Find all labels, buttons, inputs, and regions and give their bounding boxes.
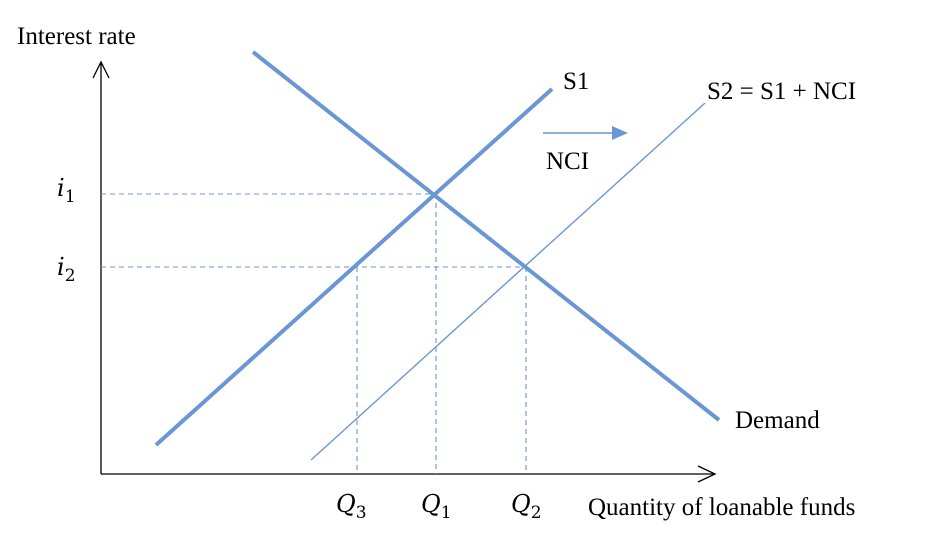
q3-label: Q3 [336,490,367,523]
s2-curve [310,102,706,461]
i2-label: i2 [57,253,76,286]
demand-curve [251,50,721,422]
y-axis-arrowhead [92,60,110,79]
q1-label: Q1 [421,490,452,523]
s2-label: S2 = S1 + NCI [707,78,856,105]
s1-curve [154,87,554,447]
nci-label: NCI [546,148,589,175]
i1-label: i1 [57,174,76,207]
demand-label: Demand [735,407,820,434]
x-axis-label: Quantity of loanable funds [588,494,855,521]
y-axis-label: Interest rate [17,23,136,50]
s1-label: S1 [563,68,589,95]
nci-shift-arrowhead [612,126,628,140]
x-axis-arrowhead [697,465,717,483]
q2-label: Q2 [511,490,542,523]
